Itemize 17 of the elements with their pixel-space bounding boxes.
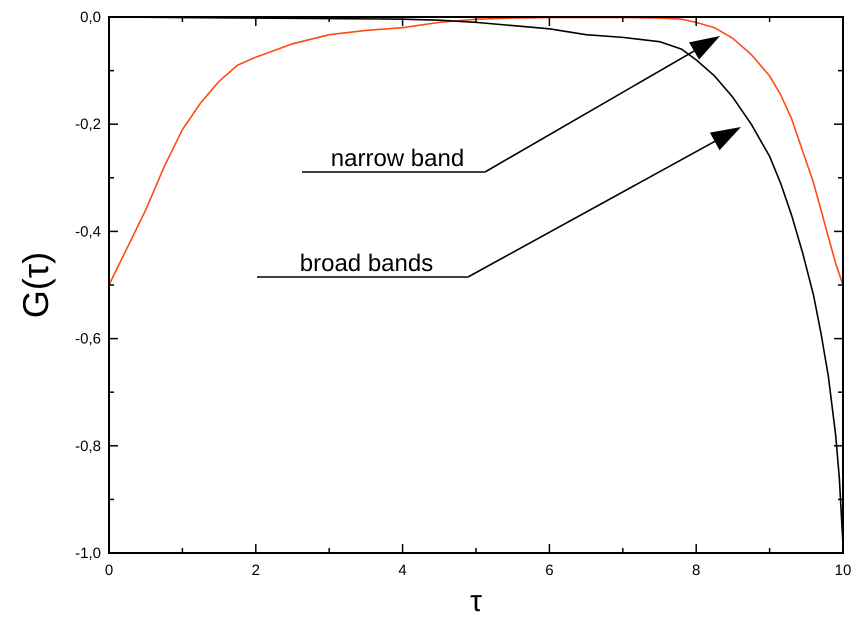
y-tick-label: -0,6 <box>75 330 101 348</box>
x-tick-label: 2 <box>252 562 260 579</box>
y-axis-title: G(τ) <box>15 252 56 318</box>
annotation: broad bands <box>300 250 434 277</box>
annotation: narrow band <box>330 145 464 172</box>
y-tick-label: -1,0 <box>75 545 101 562</box>
y-tick-label: 0,0 <box>80 9 101 26</box>
x-tick-label: 8 <box>692 562 700 579</box>
y-tick-label: -0,8 <box>75 438 101 455</box>
x-tick-label: 10 <box>834 562 852 579</box>
y-tick-label: -0,2 <box>75 116 101 134</box>
line-series <box>108 16 844 286</box>
x-tick-label: 4 <box>398 562 407 579</box>
x-tick-label: 6 <box>545 562 554 579</box>
x-axis-title: τ <box>470 585 482 618</box>
x-tick-label: 0 <box>104 562 114 579</box>
y-tick-label: -0,4 <box>75 223 101 240</box>
